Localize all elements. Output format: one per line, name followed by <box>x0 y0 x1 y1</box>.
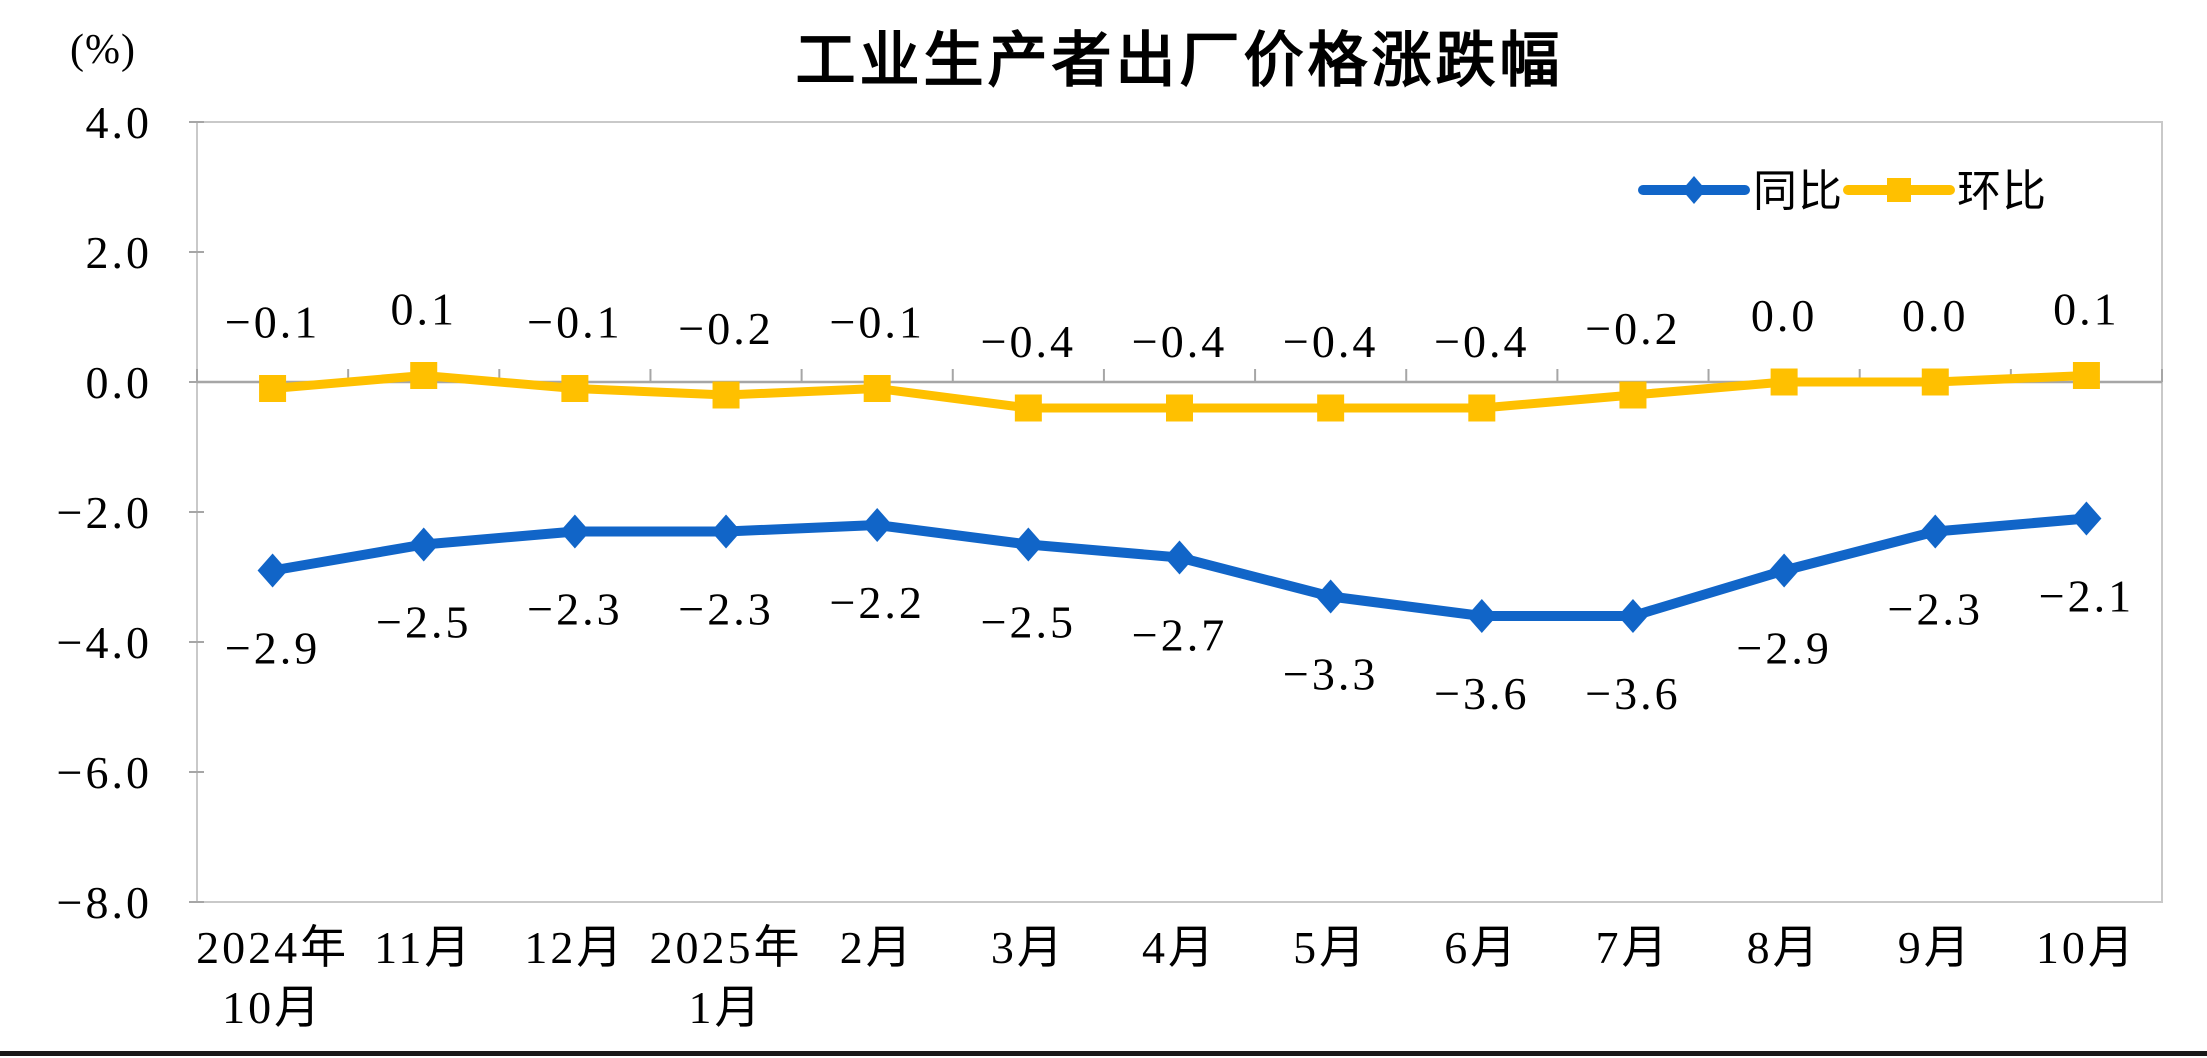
x-tick-label: 1月 <box>689 982 764 1033</box>
data-label-mom: −0.4 <box>1283 316 1378 367</box>
data-label-yoy: −3.3 <box>1283 649 1378 700</box>
marker-mom <box>863 375 891 402</box>
y-tick-label: −6.0 <box>57 747 152 798</box>
data-label-mom: −0.1 <box>225 297 320 348</box>
marker-yoy <box>1920 514 1951 549</box>
x-tick-label: 9月 <box>1898 922 1973 973</box>
x-tick-label: 2025年 <box>650 922 803 973</box>
marker-mom <box>561 375 589 402</box>
marker-yoy <box>408 527 439 562</box>
data-label-yoy: −2.3 <box>527 584 622 635</box>
marker-yoy <box>862 508 893 542</box>
data-label-yoy: −2.7 <box>1132 610 1227 661</box>
legend-marker-yoy <box>1682 176 1706 204</box>
x-tick-label: 12月 <box>524 922 625 973</box>
data-label-mom: −0.4 <box>1434 316 1529 367</box>
marker-mom <box>1770 368 1798 396</box>
data-label-yoy: −2.3 <box>1888 584 1983 635</box>
marker-yoy <box>1466 599 1497 633</box>
marker-yoy <box>1315 579 1346 614</box>
x-tick-label: 10月 <box>222 982 323 1033</box>
marker-yoy <box>559 514 590 549</box>
x-tick-label: 3月 <box>991 922 1066 973</box>
y-tick-label: 0.0 <box>86 357 153 408</box>
legend-label-mom: 环比 <box>1957 167 2047 216</box>
data-label-yoy: −3.6 <box>1434 668 1529 719</box>
data-label-yoy: −2.3 <box>678 584 773 635</box>
marker-mom <box>1619 381 1647 409</box>
x-tick-label: 4月 <box>1142 922 1217 973</box>
marker-yoy <box>711 514 742 549</box>
data-label-yoy: −2.1 <box>2039 571 2134 622</box>
data-label-mom: −0.2 <box>678 303 773 354</box>
legend-label-yoy: 同比 <box>1753 167 1843 216</box>
data-label-mom: −0.1 <box>527 297 622 348</box>
data-label-yoy: −3.6 <box>1585 668 1680 719</box>
x-tick-label: 2024年 <box>196 922 349 973</box>
data-label-mom: 0.1 <box>2053 284 2120 335</box>
marker-mom <box>410 362 438 389</box>
chart-title: 工业生产者出厂价格涨跌幅 <box>795 27 1564 94</box>
y-axis-unit-label: (%) <box>70 27 136 73</box>
marker-yoy <box>2071 501 2102 536</box>
x-tick-label: 8月 <box>1747 922 1822 973</box>
x-tick-label: 7月 <box>1595 922 1670 973</box>
marker-yoy <box>1769 553 1800 588</box>
data-label-mom: 0.1 <box>390 284 457 335</box>
data-label-yoy: −2.5 <box>376 597 471 648</box>
bottom-divider-rule <box>0 1051 2207 1056</box>
y-tick-label: −8.0 <box>57 877 152 928</box>
y-tick-label: −2.0 <box>57 487 152 538</box>
marker-mom <box>2072 362 2100 389</box>
x-tick-label: 5月 <box>1293 922 1368 973</box>
y-tick-label: 4.0 <box>86 97 153 148</box>
x-tick-label: 11月 <box>374 922 473 973</box>
data-label-yoy: −2.2 <box>829 577 924 628</box>
data-label-mom: −0.4 <box>1132 316 1227 367</box>
x-tick-label: 2月 <box>840 922 915 973</box>
data-label-mom: −0.1 <box>829 297 924 348</box>
marker-mom <box>712 381 740 409</box>
plot-border <box>196 121 2163 903</box>
data-label-yoy: −2.9 <box>1736 623 1831 674</box>
marker-yoy <box>1013 527 1044 562</box>
marker-yoy <box>1164 540 1195 575</box>
marker-yoy <box>1617 599 1648 633</box>
marker-mom <box>259 375 287 402</box>
marker-mom <box>1317 394 1345 422</box>
marker-mom <box>1014 394 1042 422</box>
data-label-mom: −0.4 <box>981 316 1076 367</box>
data-label-yoy: −2.5 <box>981 597 1076 648</box>
data-label-mom: 0.0 <box>1902 290 1969 341</box>
legend-marker-mom <box>1887 178 1911 202</box>
marker-yoy <box>257 553 288 588</box>
x-tick-label: 10月 <box>2036 922 2137 973</box>
y-tick-label: −4.0 <box>57 617 152 668</box>
data-label-yoy: −2.9 <box>225 623 320 674</box>
marker-mom <box>1921 368 1949 396</box>
y-tick-label: 2.0 <box>86 227 153 278</box>
marker-mom <box>1166 394 1193 422</box>
x-tick-label: 6月 <box>1444 922 1519 973</box>
data-label-mom: −0.2 <box>1585 303 1680 354</box>
data-label-mom: 0.0 <box>1751 290 1818 341</box>
marker-mom <box>1468 394 1496 422</box>
